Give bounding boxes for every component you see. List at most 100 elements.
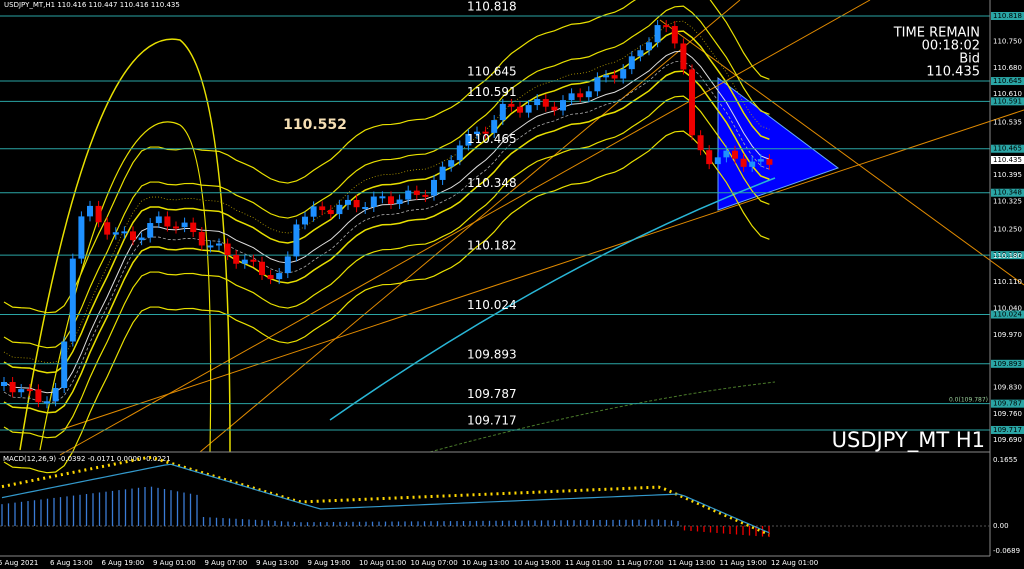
candle-body [680,43,687,70]
candle-body [646,42,652,51]
symbol-info: USDJPY_MT,H1 110.416 110.447 110.416 110… [4,1,180,9]
candle-body [714,157,721,165]
candle-body [542,99,549,107]
candle-body [525,105,532,113]
price-axis-label: 110.535 [993,118,1022,126]
price-tag [991,144,1024,153]
candle-body [353,199,360,208]
time-axis-label: 10 Aug 19:00 [514,559,561,567]
price-tag [991,188,1024,197]
level-label: 109.717 [467,413,517,427]
price-axis-label: 109.970 [993,331,1022,339]
trendline [59,0,871,456]
candle-body [181,222,188,228]
candle-body [78,216,85,259]
candle-body [663,25,670,28]
time-axis-label: 11 Aug 13:00 [668,559,715,567]
candle-body [766,159,773,165]
candle-body [104,222,111,235]
price-axis-label: 110.818 [993,12,1022,20]
candle-body [508,103,515,107]
candle-body [491,120,498,133]
moving-average [329,177,776,421]
bid-label: Bid [959,52,980,67]
time-axis-label: 11 Aug 07:00 [617,559,664,567]
candle-body [465,134,472,146]
price-axis-label: 110.645 [993,77,1022,85]
price-axis-label: 110.395 [993,171,1022,179]
time-axis-label: 6 Aug 13:00 [50,559,93,567]
candle-body [517,106,523,113]
candle-body [198,232,205,246]
candle-body [637,50,644,57]
macd-axis-label: 0.1655 [993,456,1018,464]
watermark: USDJPY_MT H1 [832,428,985,453]
candle-body [52,388,59,402]
candle-body [370,196,377,208]
candle-body [310,206,317,217]
candle-body [61,341,68,389]
candle-body [302,216,308,225]
candle-body [121,231,128,234]
candle-body [551,106,558,111]
price-tag [991,425,1024,434]
price-axis-label: 109.717 [993,426,1022,434]
candle-body [284,256,291,274]
candle-body [138,237,145,241]
price-tag [991,310,1024,319]
candle-body [18,389,25,393]
candle-body [603,75,609,78]
candle-body [87,205,93,217]
candle-body [9,382,16,393]
candle-body [95,205,102,223]
candle-body [26,389,33,392]
price-axis-label: 110.435 [993,156,1022,164]
candle-body [439,166,446,180]
price-tag [991,399,1024,408]
candle-body [413,190,420,195]
price-axis-label: 110.182 [993,251,1022,259]
price-axis-label: 110.591 [993,97,1022,105]
candle-body [207,245,214,248]
candle-body [534,99,541,106]
time-axis-label: 9 Aug 01:00 [153,559,196,567]
price-tag [991,12,1024,20]
candle-body [740,158,747,167]
trendline [59,109,1024,431]
fibo-label: 0.0(109.787) [949,397,988,404]
candle-body [448,160,455,167]
candle-body [499,103,506,121]
candle-body [474,131,480,135]
candle-body [422,194,429,197]
indicator-line [3,70,770,414]
candle-body [250,259,257,262]
candle-body [319,206,326,211]
candle-body [456,145,463,161]
candle-body [267,275,274,280]
price-axis-label: 109.893 [993,360,1022,368]
price-tag [991,77,1024,86]
price-axis-label: 109.690 [993,436,1022,444]
price-axis-label: 110.610 [993,90,1022,98]
price-axis-label: 110.680 [993,64,1022,72]
indicator-line [3,130,770,474]
moving-average [429,381,776,453]
bid: 110.435 [926,65,980,80]
candle-body [190,222,197,233]
candle-body [577,93,584,98]
candle-body [396,199,403,204]
price-axis-label: 110.110 [993,278,1022,286]
time-axis-label: 5 Aug 2021 [0,559,38,567]
candle-body [482,131,489,134]
time-remain-label: TIME REMAIN [893,26,980,41]
bollinger-bulge [19,38,231,453]
level-label: 110.645 [467,65,517,79]
candle-body [379,196,386,199]
level-label: 110.348 [467,176,517,190]
candle-body [241,259,248,264]
time-axis-label: 12 Aug 01:00 [771,559,818,567]
price-axis-label: 110.250 [993,226,1022,234]
price-axis-label: 109.830 [993,383,1022,391]
price-tag [991,251,1024,260]
